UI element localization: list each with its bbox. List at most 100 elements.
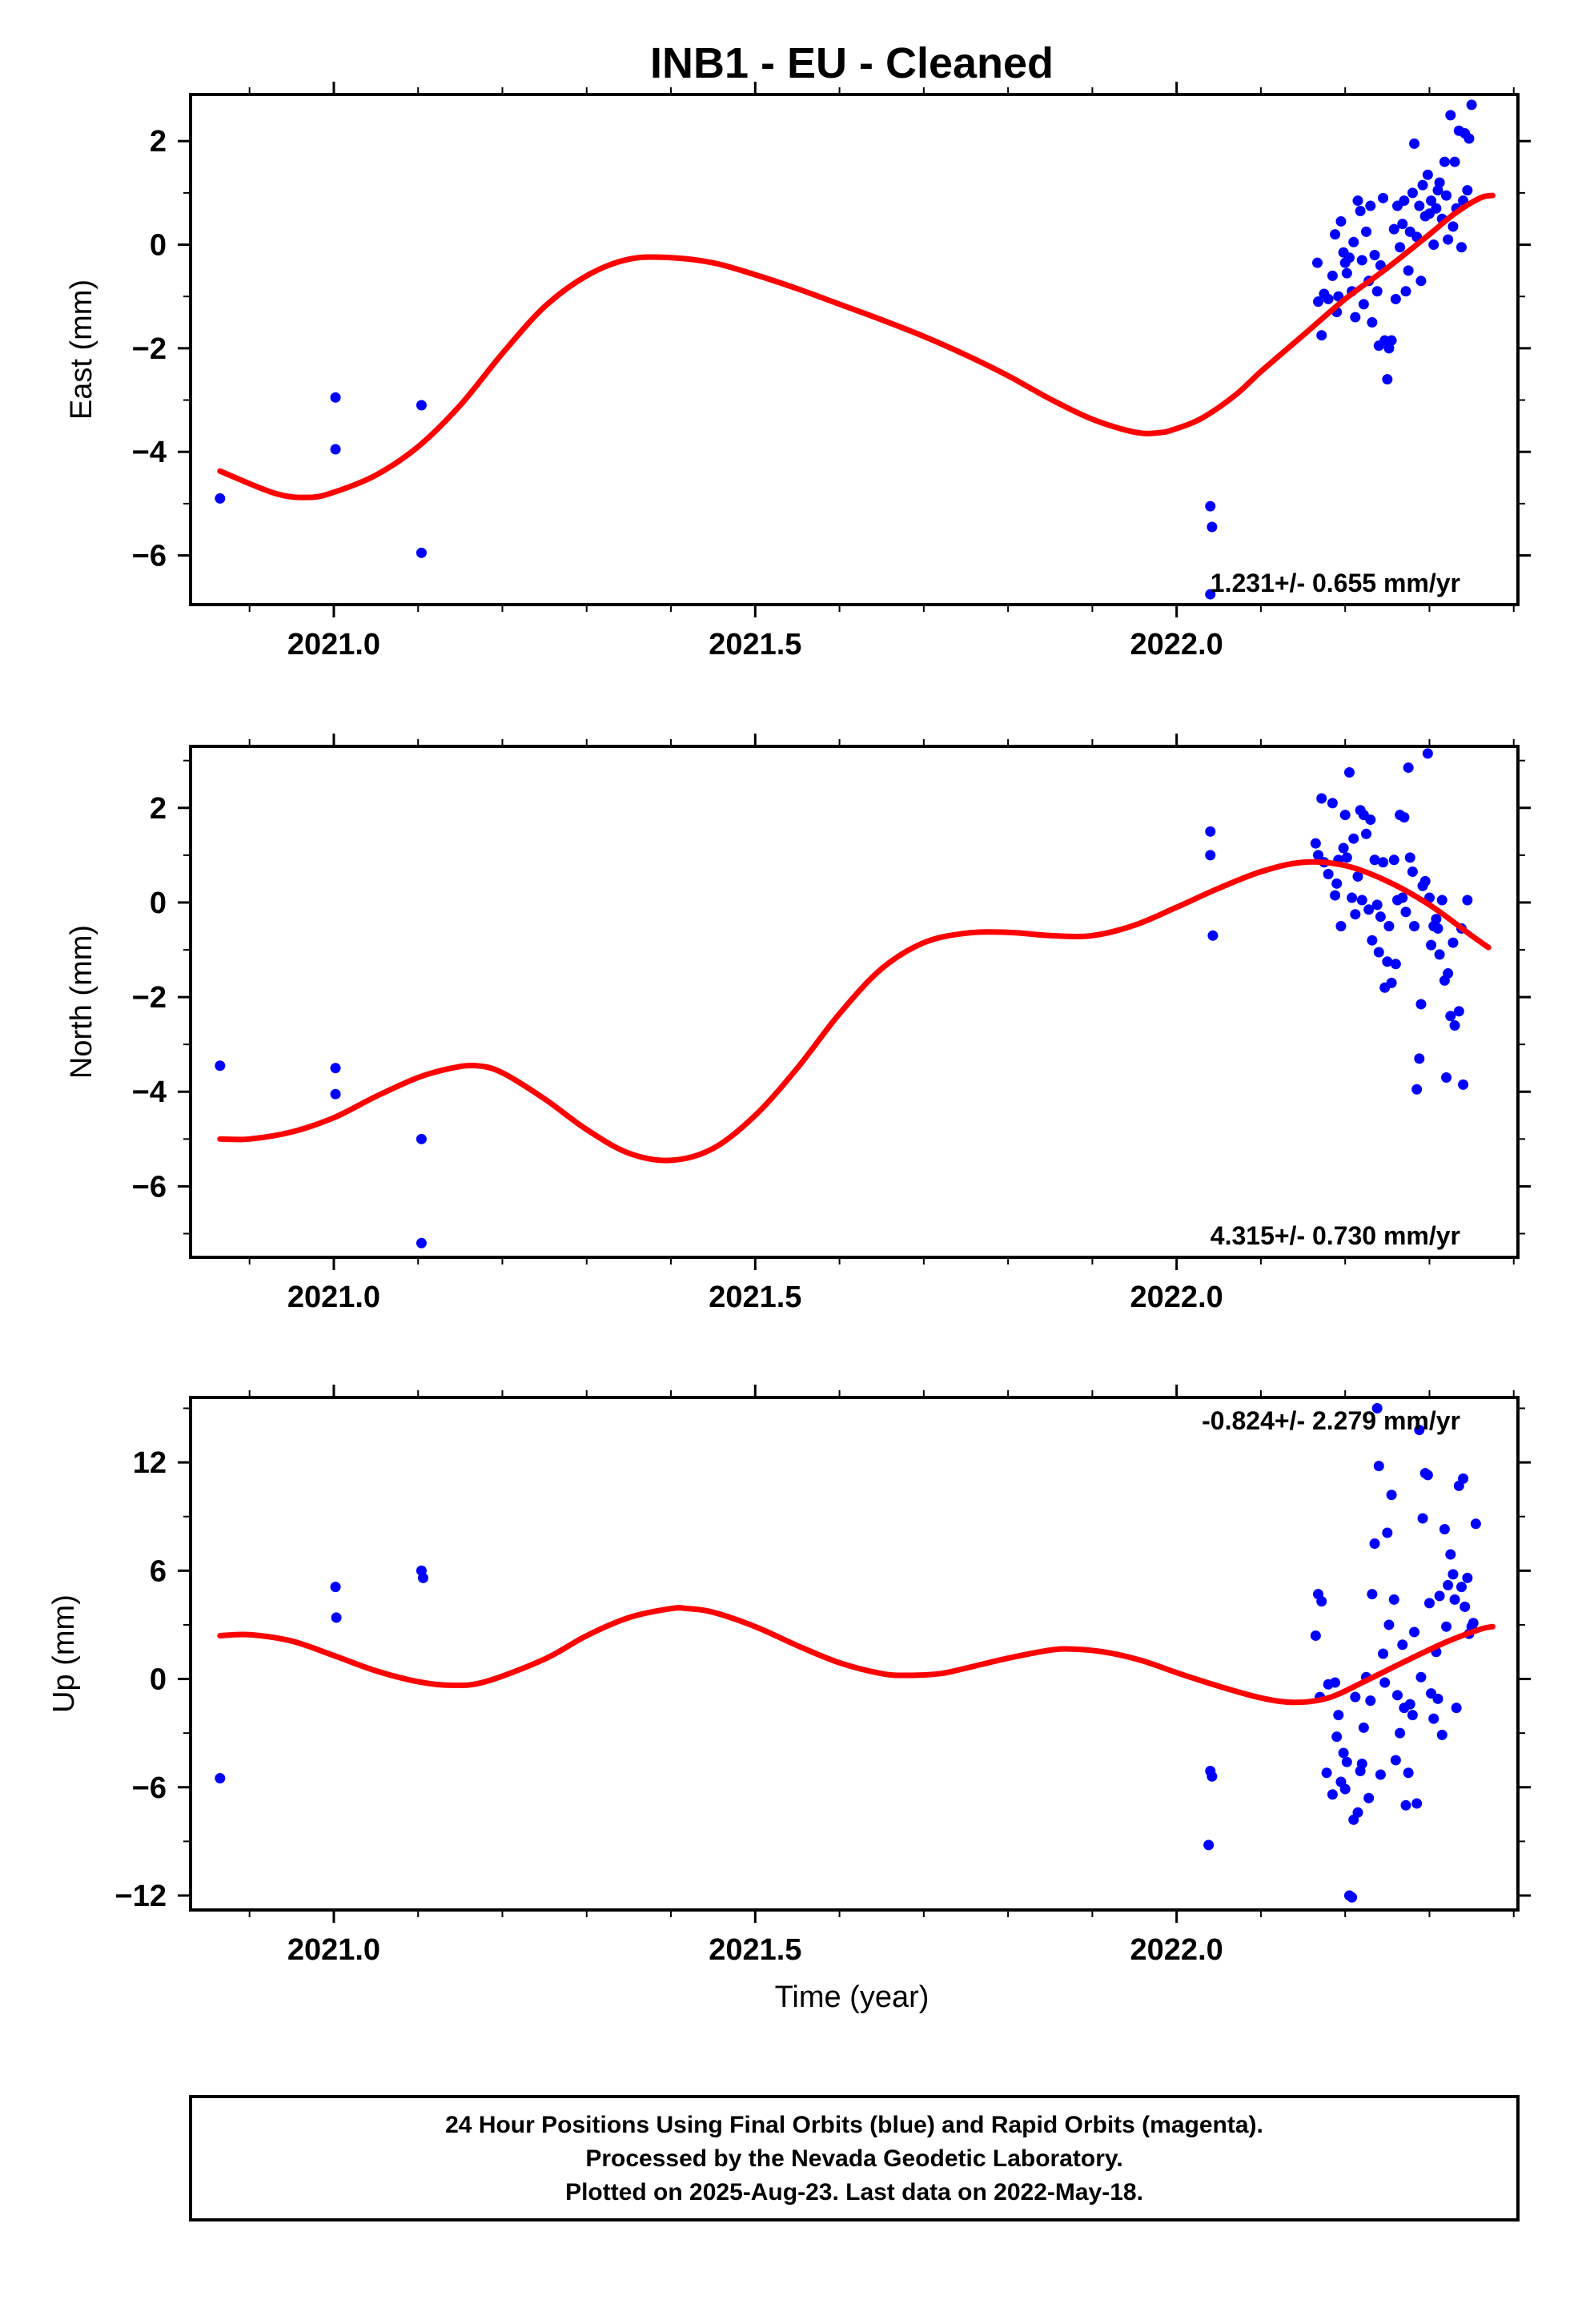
data-point bbox=[1439, 156, 1450, 167]
data-point bbox=[1367, 935, 1378, 946]
data-point bbox=[1373, 1461, 1384, 1472]
up-rate-label: -0.824+/- 2.279 mm/yr bbox=[1202, 1406, 1460, 1435]
data-point bbox=[1422, 748, 1433, 759]
data-point bbox=[1355, 206, 1366, 217]
data-point bbox=[1456, 242, 1467, 253]
data-point bbox=[1378, 1648, 1389, 1659]
x-axis-title: Time (year) bbox=[775, 1980, 930, 2014]
data-point bbox=[1462, 895, 1473, 906]
data-point bbox=[1382, 1527, 1393, 1538]
data-point bbox=[1365, 814, 1376, 826]
data-point bbox=[1343, 766, 1355, 778]
data-point bbox=[1365, 200, 1376, 211]
data-point bbox=[330, 1582, 341, 1593]
x-tick-label: 2022.0 bbox=[1130, 628, 1223, 661]
data-point bbox=[1369, 854, 1380, 866]
x-tick-label: 2021.0 bbox=[287, 1281, 380, 1314]
data-point bbox=[1409, 1626, 1420, 1638]
data-point bbox=[1400, 1799, 1411, 1811]
data-point bbox=[1316, 330, 1327, 341]
data-point bbox=[1390, 959, 1401, 970]
data-point bbox=[1361, 226, 1372, 237]
data-point bbox=[1407, 866, 1418, 878]
data-point bbox=[416, 547, 427, 558]
data-point bbox=[1375, 1769, 1386, 1780]
data-point bbox=[1321, 1767, 1332, 1779]
data-point bbox=[1311, 257, 1323, 268]
data-point bbox=[1449, 1020, 1460, 1031]
data-point bbox=[1432, 185, 1443, 196]
data-point bbox=[330, 1063, 341, 1074]
y-tick-label: 2 bbox=[150, 125, 167, 159]
data-point bbox=[1464, 133, 1475, 144]
y-tick-label: −6 bbox=[132, 1170, 167, 1204]
data-point bbox=[1409, 920, 1420, 931]
data-point bbox=[1417, 1513, 1428, 1524]
data-point bbox=[1395, 1727, 1406, 1739]
data-point bbox=[1415, 999, 1427, 1010]
data-point bbox=[1447, 1569, 1459, 1580]
data-point bbox=[1341, 852, 1352, 863]
data-point bbox=[1375, 911, 1386, 923]
data-point bbox=[1205, 826, 1216, 837]
data-point bbox=[1397, 219, 1408, 230]
data-point bbox=[1399, 812, 1410, 823]
data-point bbox=[1417, 179, 1428, 191]
data-point bbox=[1462, 185, 1473, 196]
data-point bbox=[1339, 1783, 1351, 1795]
data-point bbox=[1426, 939, 1437, 951]
data-point bbox=[1466, 99, 1477, 111]
data-point bbox=[1356, 895, 1367, 906]
data-point bbox=[1388, 854, 1399, 866]
y-tick-label: −2 bbox=[132, 332, 167, 366]
data-point bbox=[1205, 501, 1216, 512]
data-point bbox=[416, 400, 427, 411]
data-point bbox=[1382, 956, 1393, 967]
data-point bbox=[1434, 177, 1445, 188]
data-point bbox=[1445, 1549, 1456, 1560]
up-panel: 2021.0 2021.5 2022.0 −12 −6 0 6 12 Up (mm) -0.824… bbox=[47, 1385, 1531, 1967]
data-point bbox=[1397, 1639, 1408, 1651]
data-point bbox=[1378, 857, 1389, 868]
y-tick-label: −6 bbox=[132, 540, 167, 573]
data-point bbox=[1403, 1767, 1414, 1779]
data-point bbox=[1411, 1798, 1423, 1809]
x-tick-label: 2021.5 bbox=[709, 628, 801, 661]
data-point bbox=[1347, 892, 1358, 903]
data-point bbox=[1378, 192, 1389, 203]
data-point bbox=[1414, 200, 1425, 211]
footer-line-2: Processed by the Nevada Geodetic Laborat… bbox=[585, 2145, 1122, 2172]
data-point bbox=[1434, 949, 1445, 960]
data-point bbox=[1468, 1618, 1479, 1629]
data-point bbox=[1331, 1731, 1343, 1743]
data-point bbox=[1391, 1690, 1403, 1701]
data-point bbox=[331, 1612, 342, 1623]
data-point bbox=[1400, 907, 1411, 918]
y-tick-label: −2 bbox=[132, 981, 167, 1015]
y-tick-label: −4 bbox=[132, 436, 167, 469]
data-point bbox=[1443, 968, 1454, 979]
data-point bbox=[330, 444, 341, 455]
data-point bbox=[1422, 1470, 1433, 1481]
chart-title: INB1 - EU - Cleaned bbox=[650, 39, 1054, 87]
y-tick-label: −12 bbox=[115, 1880, 167, 1913]
data-point bbox=[1371, 1403, 1383, 1414]
footer-line-3: Plotted on 2025-Aug-23. Last data on 202… bbox=[565, 2179, 1143, 2205]
y-tick-label: −4 bbox=[132, 1076, 167, 1109]
data-point bbox=[1445, 1011, 1456, 1022]
north-panel: 2021.0 2021.5 2022.0 −6 −4 −2 0 2 North (mm) 4.31… bbox=[65, 734, 1531, 1314]
data-point bbox=[1458, 1079, 1469, 1090]
x-tick-label: 2022.0 bbox=[1130, 1933, 1223, 1967]
data-point bbox=[1419, 875, 1431, 887]
data-point bbox=[1470, 1518, 1481, 1530]
data-point bbox=[1449, 156, 1460, 167]
data-point bbox=[1371, 286, 1383, 297]
data-point bbox=[1404, 1699, 1415, 1710]
data-point bbox=[1369, 249, 1380, 260]
data-point bbox=[1460, 1601, 1471, 1612]
data-point bbox=[1436, 895, 1447, 906]
data-point bbox=[1313, 850, 1324, 861]
data-point bbox=[1335, 920, 1347, 931]
y-tick-label: 0 bbox=[150, 229, 167, 263]
